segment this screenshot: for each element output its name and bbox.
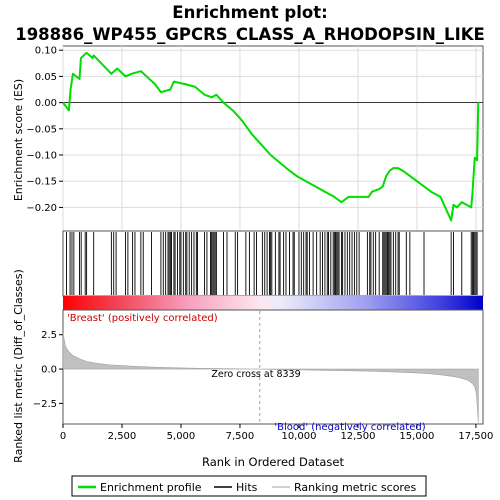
es-y-axis-label: Enrichment score (ES) — [12, 79, 25, 201]
x-tick-label: 5,000 — [167, 431, 196, 442]
x-axis-ticks: 0 2,500 5,000 7,500 10,000 12,500 15,000 17,500 — [60, 424, 493, 442]
x-tick-label: 2,500 — [108, 431, 137, 442]
legend: Enrichment profile Hits Ranking metric s… — [71, 475, 427, 497]
es-panel: 0.10 0.05 0.00 −0.05 −0.10 −0.15 −0.20 Enrichm… — [12, 45, 484, 232]
metric-y-axis-label: Ranked list metric (Diff_of_Classes) — [12, 269, 25, 463]
rank-color-bar — [63, 296, 483, 310]
legend-label-metric: Ranking metric scores — [294, 481, 416, 494]
es-y-tick-label: 0.05 — [35, 72, 57, 83]
es-y-tick-label: −0.20 — [26, 203, 57, 214]
es-plot-frame — [62, 45, 484, 232]
annotation-negative: 'Blood' (negatively correlated) — [274, 422, 425, 433]
x-tick-label: 15,000 — [399, 431, 434, 442]
x-tick-label: 7,500 — [226, 431, 255, 442]
legend-box — [71, 475, 427, 497]
legend-label-hits: Hits — [236, 481, 258, 494]
x-tick-label: 0 — [60, 431, 66, 442]
hit-marks — [66, 232, 478, 295]
es-y-tick-label: 0.00 — [35, 98, 57, 109]
annotation-zero-cross: Zero cross at 8339 — [211, 369, 300, 380]
enrichment-profile-line — [62, 51, 480, 222]
x-tick-label: 17,500 — [458, 431, 493, 442]
ranking-metric-area — [62, 333, 479, 423]
x-tick-label: 10,000 — [281, 431, 316, 442]
chart-title-line2: 198886_WP455_GPCRS_CLASS_A_RHODOPSIN_LIK… — [15, 25, 485, 44]
es-y-tick-label: −0.05 — [26, 124, 57, 135]
hits-frame — [62, 230, 484, 297]
annotation-positive: 'Breast' (positively correlated) — [67, 313, 218, 324]
metric-panel: 2.5 0.0 −2.5 'Breast' (positively correlat… — [12, 269, 484, 463]
legend-label-enrichment: Enrichment profile — [100, 481, 202, 494]
metric-y-tick-label: −2.5 — [33, 399, 57, 410]
x-tick-label: 12,500 — [340, 431, 375, 442]
hits-panel — [62, 230, 484, 297]
metric-y-tick-label: 0.0 — [41, 365, 57, 376]
metric-y-ticks: 2.5 0.0 −2.5 — [33, 330, 63, 410]
metric-y-tick-label: 2.5 — [41, 330, 57, 341]
chart-title: Enrichment plot: — [172, 3, 327, 22]
es-y-ticks: 0.10 0.05 0.00 −0.05 −0.10 −0.15 −0.20 — [26, 46, 63, 214]
es-y-tick-label: −0.15 — [26, 177, 57, 188]
x-axis-label: Rank in Ordered Dataset — [202, 455, 345, 469]
es-y-tick-label: −0.10 — [26, 151, 57, 162]
color-bar-gradient — [63, 296, 483, 310]
es-y-tick-label: 0.10 — [35, 46, 57, 57]
